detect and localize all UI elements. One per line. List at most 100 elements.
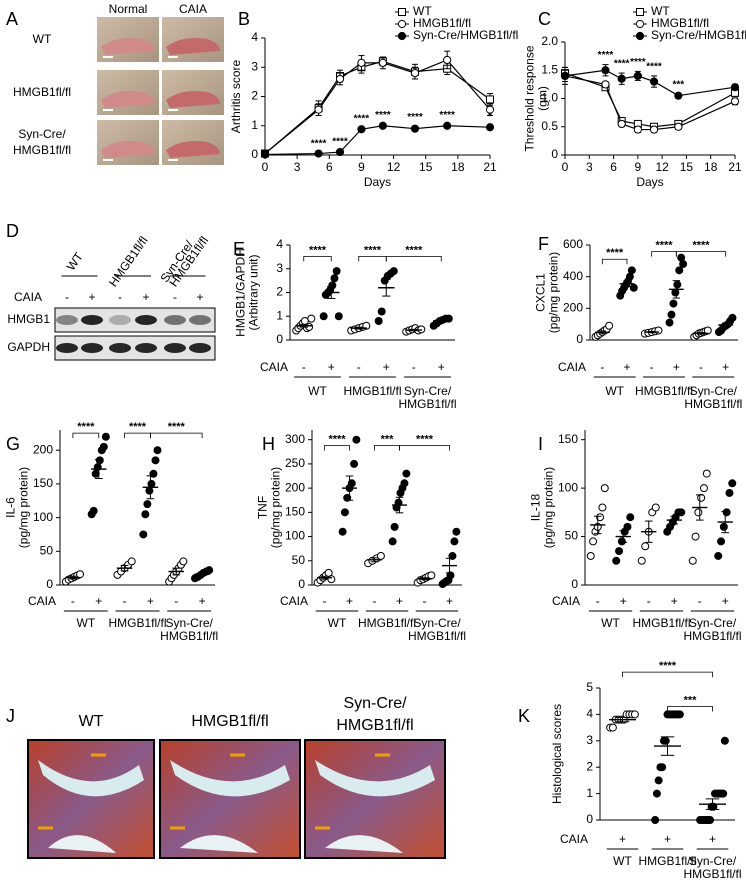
sign: - bbox=[71, 594, 75, 608]
y-tick-label: 100 bbox=[33, 510, 53, 524]
marker bbox=[730, 83, 740, 92]
sign: - bbox=[698, 594, 702, 608]
sign: + bbox=[620, 594, 627, 608]
treatment-label: CAIA bbox=[28, 594, 56, 608]
marker bbox=[314, 105, 323, 114]
data-point bbox=[629, 283, 638, 292]
y-tick-label: 0 bbox=[251, 147, 258, 161]
marker bbox=[649, 77, 659, 86]
y-tick-label: 0 bbox=[586, 812, 593, 826]
group-label: HMGB1fl/fl bbox=[683, 867, 741, 881]
band bbox=[164, 315, 186, 325]
marker bbox=[730, 97, 740, 106]
marker bbox=[378, 121, 387, 130]
x-tick-label: 9 bbox=[635, 160, 642, 174]
treatment-label: CAIA bbox=[260, 360, 288, 374]
data-point bbox=[728, 313, 737, 322]
data-point bbox=[450, 537, 459, 546]
band bbox=[56, 315, 78, 325]
marker bbox=[443, 55, 452, 65]
y-tick-label: 100 bbox=[285, 529, 305, 543]
marker bbox=[335, 147, 345, 157]
data-point bbox=[623, 522, 632, 531]
y-tick-label: 50 bbox=[292, 553, 306, 567]
panel-letter: B bbox=[238, 9, 250, 29]
bracket bbox=[358, 255, 387, 262]
significance: **** bbox=[405, 244, 423, 256]
series-line bbox=[264, 125, 491, 156]
group-label: WT bbox=[77, 616, 96, 630]
data-point bbox=[600, 484, 609, 493]
treatment-label: CAIA bbox=[558, 360, 586, 374]
annotation: * bbox=[488, 111, 492, 122]
x-tick-label: 9 bbox=[358, 160, 365, 174]
y-tick-label: 3 bbox=[276, 261, 283, 275]
legend-label: WT bbox=[413, 4, 432, 18]
x-tick-label: 6 bbox=[610, 160, 617, 174]
data-point bbox=[651, 503, 660, 512]
data-point bbox=[448, 551, 457, 560]
annotation: **** bbox=[439, 110, 455, 121]
x-tick-label: 3 bbox=[294, 160, 301, 174]
data-point bbox=[688, 556, 697, 565]
data-point bbox=[719, 789, 728, 798]
data-point bbox=[720, 736, 729, 745]
y-tick-label: 200 bbox=[285, 480, 305, 494]
series-line bbox=[564, 75, 736, 131]
data-point bbox=[598, 503, 607, 512]
column-label: CAIA bbox=[179, 2, 207, 16]
sign: - bbox=[596, 594, 600, 608]
band bbox=[109, 343, 131, 353]
sign: + bbox=[446, 594, 453, 608]
data-point bbox=[330, 274, 339, 283]
annotation: **** bbox=[646, 62, 662, 73]
legend-marker bbox=[635, 31, 645, 41]
data-point bbox=[615, 547, 624, 556]
bracket bbox=[622, 671, 713, 678]
data-point bbox=[702, 469, 711, 478]
y-tick-label: 1 bbox=[251, 118, 258, 132]
marker bbox=[674, 91, 683, 100]
panel-letter: J bbox=[6, 706, 15, 726]
data-point bbox=[145, 486, 154, 495]
data-point bbox=[374, 317, 383, 325]
marker bbox=[485, 105, 495, 114]
band bbox=[135, 343, 157, 353]
significance: **** bbox=[692, 240, 710, 252]
y-tick-label: 1.0 bbox=[541, 91, 558, 105]
sign: + bbox=[722, 360, 729, 374]
significance: **** bbox=[416, 433, 434, 445]
data-point bbox=[717, 537, 726, 546]
marker bbox=[633, 125, 642, 134]
group-label: HMGB1fl/fl bbox=[358, 616, 416, 630]
group-label: WT bbox=[613, 854, 632, 868]
marker bbox=[410, 124, 420, 133]
group-label: HMGB1fl/fl bbox=[408, 629, 466, 643]
x-axis-label: Days bbox=[636, 175, 663, 189]
sign: - bbox=[412, 360, 416, 374]
annotation: *** bbox=[672, 80, 684, 91]
data-point bbox=[147, 479, 156, 488]
bracket bbox=[667, 706, 713, 712]
marker bbox=[443, 121, 452, 130]
x-tick-label: 3 bbox=[586, 160, 593, 174]
data-point bbox=[350, 459, 359, 468]
sign: + bbox=[619, 832, 626, 846]
sign: + bbox=[383, 360, 390, 374]
x-axis-label: Days bbox=[364, 175, 391, 189]
x-tick-label: 18 bbox=[451, 160, 465, 174]
group-label: HMGB1fl/fl bbox=[684, 397, 742, 411]
sign: - bbox=[600, 360, 604, 374]
y-axis-label: IL-6 bbox=[4, 497, 18, 518]
bracket bbox=[150, 432, 203, 439]
group-label: WT bbox=[601, 616, 620, 630]
x-tick-label: 12 bbox=[655, 160, 669, 174]
sign: - bbox=[699, 360, 703, 374]
data-point bbox=[388, 537, 397, 546]
marker bbox=[357, 58, 366, 67]
data-point bbox=[417, 325, 426, 334]
marker bbox=[486, 95, 494, 104]
sign: + bbox=[199, 594, 206, 608]
sign: + bbox=[88, 290, 95, 304]
